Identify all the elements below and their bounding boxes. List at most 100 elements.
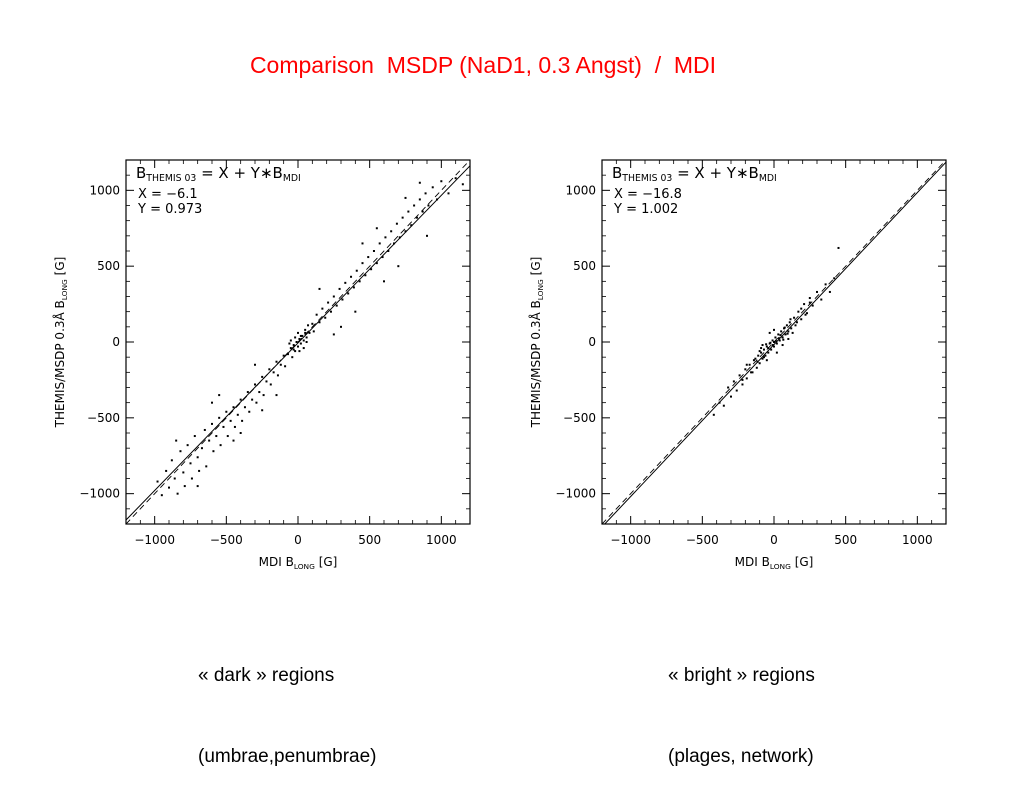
x-tick-label: 1000 [426, 533, 457, 547]
fit-equation: BTHEMIS 03 = X + Y∗BMDI [136, 164, 301, 184]
y-tick-label: −500 [87, 411, 120, 425]
data-point [324, 316, 327, 319]
data-layer [602, 160, 946, 524]
data-point [189, 462, 192, 465]
data-point [165, 469, 168, 472]
data-point [297, 331, 299, 334]
data-point [286, 353, 289, 356]
data-point [261, 375, 264, 378]
data-point [398, 236, 401, 239]
data-point [782, 338, 785, 341]
data-point [261, 409, 264, 412]
param-y: Y = 1.002 [613, 202, 678, 217]
data-point [767, 347, 770, 350]
data-point [284, 365, 287, 368]
data-point [748, 363, 751, 366]
data-point [426, 234, 428, 237]
y-axis-label: THEMIS/MSDP 0.3Å BLONG [G] [52, 257, 69, 429]
data-point [381, 256, 384, 259]
data-point [800, 318, 803, 321]
data-point [395, 222, 398, 225]
caption-dark-regions: « dark » regions (umbrae,penumbrae) [198, 608, 376, 797]
data-point [367, 256, 370, 259]
data-point [175, 439, 178, 442]
y-tick-label: 0 [112, 335, 120, 349]
data-point [327, 301, 330, 304]
data-point [196, 456, 199, 459]
data-point [741, 378, 744, 381]
data-point [344, 281, 347, 284]
data-point [418, 181, 421, 184]
data-point [305, 341, 308, 343]
x-axis-label: MDI BLONG [G] [735, 555, 814, 571]
data-point [312, 330, 315, 333]
data-point [756, 360, 759, 363]
data-point [824, 283, 827, 286]
data-point [248, 410, 251, 413]
data-point [361, 242, 364, 245]
data-point [785, 324, 788, 327]
data-point [833, 277, 836, 280]
data-point [741, 383, 744, 386]
data-point [789, 318, 792, 321]
data-point [804, 313, 807, 316]
data-point [773, 341, 775, 343]
data-point [745, 363, 748, 366]
data-point [205, 465, 208, 468]
data-point [738, 374, 741, 377]
data-point [762, 356, 765, 359]
data-point [332, 333, 335, 336]
data-point [764, 354, 767, 357]
data-point [790, 327, 793, 330]
data-point [816, 290, 818, 293]
data-point [243, 406, 246, 409]
data-point [757, 354, 760, 357]
data-point [795, 321, 798, 324]
data-point [301, 334, 304, 337]
data-point [765, 359, 768, 362]
data-point [410, 224, 413, 227]
data-point [794, 324, 797, 327]
data-point [338, 287, 341, 290]
data-point [418, 198, 421, 201]
data-point [255, 401, 258, 404]
data-point [712, 413, 715, 416]
data-point [170, 459, 173, 462]
data-point [787, 330, 790, 333]
data-point [222, 425, 225, 428]
data-point [390, 230, 393, 233]
data-point [254, 383, 256, 386]
y-tick-label: 1000 [89, 183, 120, 197]
data-point [254, 363, 256, 366]
data-point [788, 321, 791, 324]
y-tick-label: 0 [588, 335, 596, 349]
data-point [375, 262, 378, 265]
caption-bright-line-1: « bright » regions [668, 665, 815, 686]
data-point [291, 356, 294, 359]
data-point [352, 286, 355, 289]
data-point [800, 307, 803, 310]
data-point [775, 342, 778, 345]
data-point [196, 485, 199, 488]
data-point [745, 377, 748, 380]
data-point [190, 477, 193, 480]
data-point [294, 350, 297, 353]
x-tick-label: 500 [358, 533, 381, 547]
data-point [350, 275, 353, 278]
data-point [179, 450, 182, 453]
data-point [440, 180, 443, 183]
data-point [299, 342, 302, 345]
scatter-plot-bright-regions: −1000 −500 0 500 1000 −1000 −500 0 500 1000 MDI BL… [528, 159, 947, 571]
data-point [198, 469, 201, 472]
slide-title: Comparison MSDP (NaD1, 0.3 Angst) / MDI [249, 52, 717, 78]
data-point [318, 287, 321, 290]
data-point [761, 344, 764, 347]
data-point [361, 262, 364, 265]
data-point [292, 344, 295, 347]
data-point [329, 310, 332, 313]
data-point [778, 339, 781, 342]
data-point [218, 394, 221, 397]
x-tick-label: 0 [294, 533, 302, 547]
data-point [383, 280, 385, 283]
data-point [421, 210, 424, 213]
